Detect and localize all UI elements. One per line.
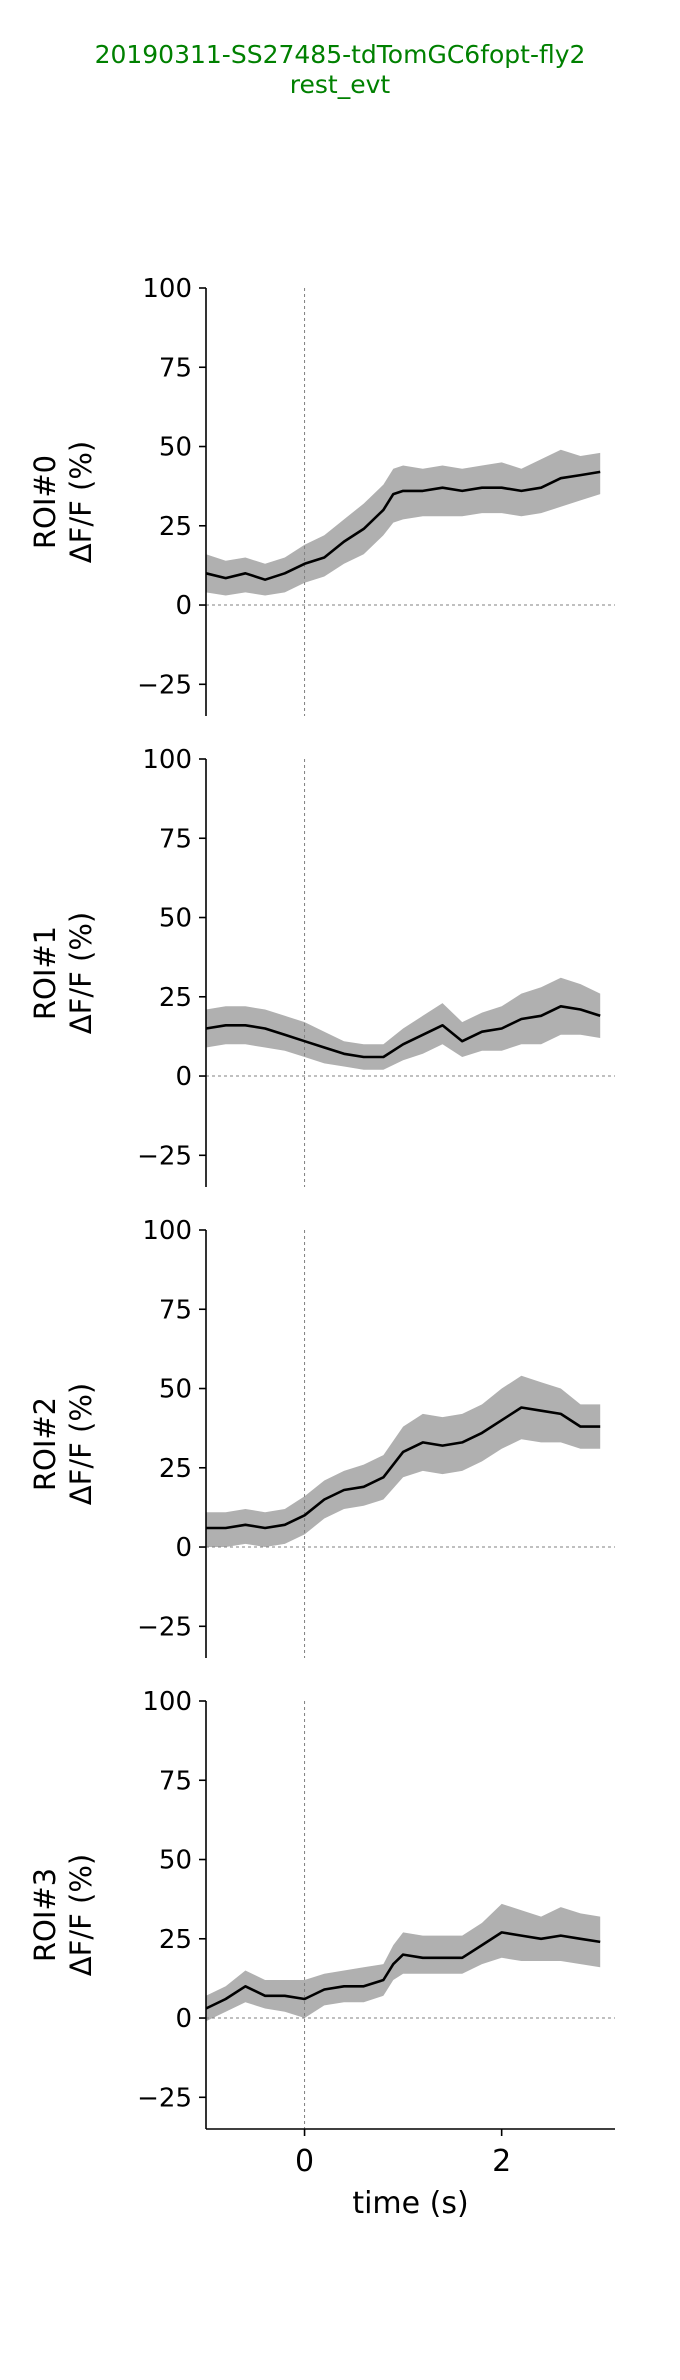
y-tick-label: 100 xyxy=(142,1216,192,1246)
y-tick-label: 25 xyxy=(159,1454,192,1484)
y-axis-label-units: ΔF/F (%) xyxy=(64,1854,98,1976)
y-tick-label: 75 xyxy=(159,353,192,383)
y-tick-label: 100 xyxy=(142,1687,192,1717)
y-tick-label: −25 xyxy=(137,670,192,700)
chart-title: 20190311-SS27485-tdTomGC6fopt-fly2 rest_… xyxy=(0,40,680,100)
chart-title-line1: 20190311-SS27485-tdTomGC6fopt-fly2 xyxy=(94,40,586,69)
y-tick-label: 75 xyxy=(159,824,192,854)
x-axis-label: time (s) xyxy=(352,2186,468,2221)
y-tick-label: −25 xyxy=(137,2083,192,2113)
panel-roi-3: −25 0 25 50 75 100 ROI#3 ΔF/F (%) 0 2 time (s) xyxy=(28,1687,615,2221)
panel-roi-1: −25 0 25 50 75 100 ROI#1 ΔF/F (%) xyxy=(28,745,615,1187)
y-tick-label: 0 xyxy=(175,591,192,621)
sem-band xyxy=(206,449,601,596)
y-tick-label: −25 xyxy=(137,1612,192,1642)
chart-title-line2: rest_evt xyxy=(289,70,391,99)
y-tick-label: 100 xyxy=(142,274,192,304)
y-tick-label: 50 xyxy=(159,904,192,934)
sem-band xyxy=(206,1903,601,2022)
y-tick-label: −25 xyxy=(137,1141,192,1171)
y-axis-label-roi: ROI#1 xyxy=(28,926,62,1020)
y-axis-label-roi: ROI#3 xyxy=(28,1868,62,1962)
y-axis-label-roi: ROI#0 xyxy=(28,455,62,549)
y-tick-label: 25 xyxy=(159,1925,192,1955)
y-axis-label-units: ΔF/F (%) xyxy=(64,441,98,563)
mean-trace xyxy=(205,470,601,582)
y-tick-label: 75 xyxy=(159,1295,192,1325)
y-tick-label: 100 xyxy=(142,745,192,775)
y-axis-label-units: ΔF/F (%) xyxy=(64,912,98,1034)
x-tick-label: 0 xyxy=(295,2144,314,2179)
y-tick-label: 50 xyxy=(159,1846,192,1876)
y-tick-label: 50 xyxy=(159,433,192,463)
y-tick-label: 0 xyxy=(175,1062,192,1092)
sem-band xyxy=(206,977,601,1070)
y-tick-label: 0 xyxy=(175,1533,192,1563)
mean-trace xyxy=(205,1004,601,1059)
mean-trace xyxy=(205,1931,601,2010)
panel-roi-2: −25 0 25 50 75 100 ROI#2 ΔF/F (%) xyxy=(28,1216,615,1658)
y-axis-label-units: ΔF/F (%) xyxy=(64,1383,98,1505)
y-axis-label-roi: ROI#2 xyxy=(28,1397,62,1491)
y-tick-label: 0 xyxy=(175,2004,192,2034)
mean-trace xyxy=(206,1406,601,1530)
y-tick-label: 25 xyxy=(159,983,192,1013)
y-tick-label: 50 xyxy=(159,1375,192,1405)
y-tick-label: 75 xyxy=(159,1766,192,1796)
x-tick-label: 2 xyxy=(492,2144,511,2179)
y-tick-label: 25 xyxy=(159,512,192,542)
sem-band xyxy=(206,1375,601,1547)
panel-roi-0: −25 0 25 50 75 100 ROI#0 ΔF/F (%) xyxy=(28,274,615,716)
